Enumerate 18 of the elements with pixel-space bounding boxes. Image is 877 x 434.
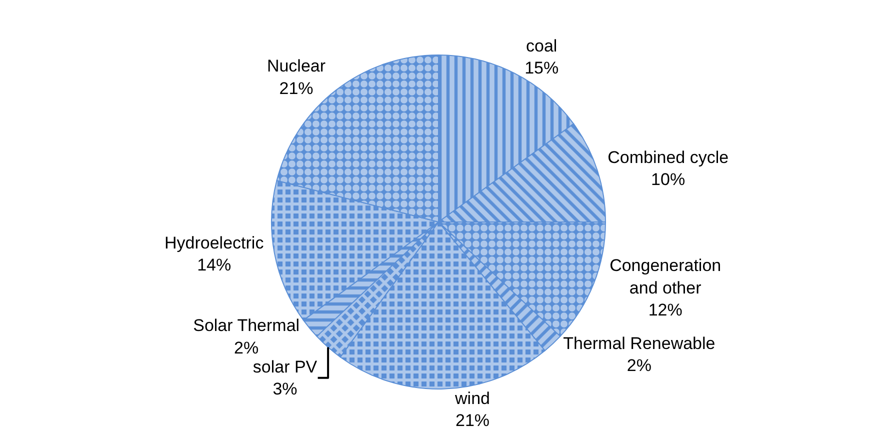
slice-label: wind bbox=[454, 388, 490, 408]
slice-label: Solar Thermal bbox=[193, 316, 300, 336]
data-label: 21% bbox=[279, 78, 314, 98]
data-label: 2% bbox=[234, 338, 259, 358]
data-label: 14% bbox=[197, 256, 232, 275]
slice-label: Nuclear bbox=[266, 56, 326, 76]
slice-label: Combined cycle bbox=[608, 148, 729, 167]
data-label: 10% bbox=[651, 170, 686, 189]
slice-label: coal bbox=[526, 36, 558, 56]
slice-label: Congeneration and other bbox=[610, 256, 722, 298]
data-label: 21% bbox=[455, 410, 490, 430]
data-label: 12% bbox=[648, 300, 682, 320]
slice-label: Thermal Renewable bbox=[563, 334, 716, 354]
data-label: 2% bbox=[626, 356, 652, 376]
data-label: 15% bbox=[524, 58, 559, 78]
data-label: 3% bbox=[272, 379, 298, 398]
slice-label: solar PV bbox=[252, 357, 318, 376]
slice-label: Hydroelectric bbox=[164, 233, 264, 252]
